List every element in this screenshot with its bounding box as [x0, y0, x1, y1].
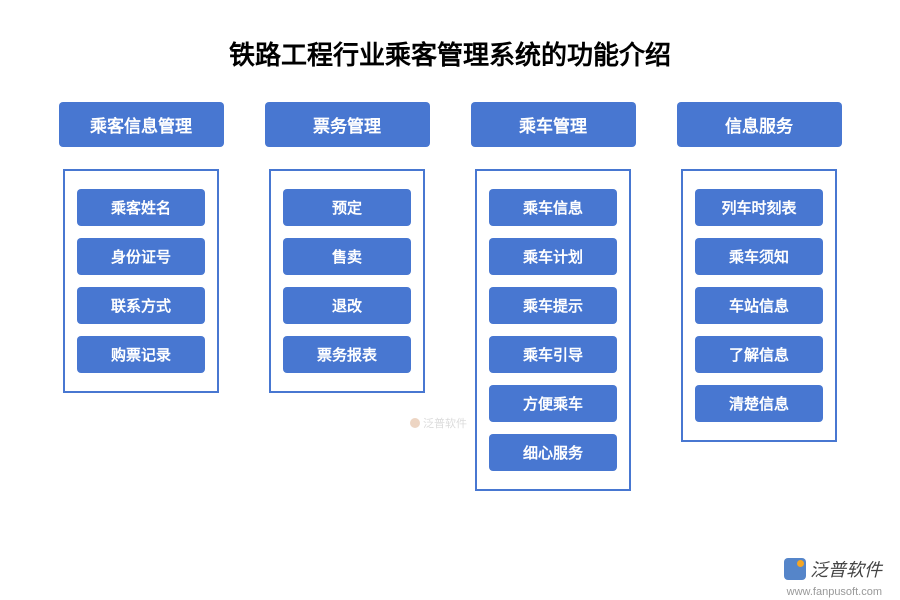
feature-item: 乘车计划	[489, 238, 617, 275]
column-header: 信息服务	[677, 102, 842, 147]
feature-item: 联系方式	[77, 287, 205, 324]
column-header: 乘客信息管理	[59, 102, 224, 147]
feature-item: 车站信息	[695, 287, 823, 324]
feature-item: 细心服务	[489, 434, 617, 471]
feature-item: 方便乘车	[489, 385, 617, 422]
watermark-center: 泛普软件	[410, 415, 467, 431]
feature-item: 身份证号	[77, 238, 205, 275]
item-container: 乘车信息 乘车计划 乘车提示 乘车引导 方便乘车 细心服务	[475, 169, 631, 491]
item-container: 列车时刻表 乘车须知 车站信息 了解信息 清楚信息	[681, 169, 837, 442]
watermark-logo: 泛普软件	[784, 556, 882, 582]
feature-item: 清楚信息	[695, 385, 823, 422]
watermark-dot-icon	[410, 418, 420, 428]
feature-item: 了解信息	[695, 336, 823, 373]
feature-item: 乘车引导	[489, 336, 617, 373]
column-ticketing: 票务管理 预定 售卖 退改 票务报表	[257, 102, 437, 491]
column-header: 乘车管理	[471, 102, 636, 147]
column-passenger-info: 乘客信息管理 乘客姓名 身份证号 联系方式 购票记录	[51, 102, 231, 491]
feature-item: 退改	[283, 287, 411, 324]
item-container: 预定 售卖 退改 票务报表	[269, 169, 425, 393]
page-title: 铁路工程行业乘客管理系统的功能介绍	[0, 0, 900, 102]
feature-item: 票务报表	[283, 336, 411, 373]
brand-name: 泛普软件	[810, 556, 882, 582]
feature-item: 乘车提示	[489, 287, 617, 324]
feature-item: 购票记录	[77, 336, 205, 373]
column-header: 票务管理	[265, 102, 430, 147]
columns-container: 乘客信息管理 乘客姓名 身份证号 联系方式 购票记录 票务管理 预定 售卖 退改…	[0, 102, 900, 491]
item-container: 乘客姓名 身份证号 联系方式 购票记录	[63, 169, 219, 393]
feature-item: 预定	[283, 189, 411, 226]
feature-item: 乘车信息	[489, 189, 617, 226]
column-info-service: 信息服务 列车时刻表 乘车须知 车站信息 了解信息 清楚信息	[669, 102, 849, 491]
feature-item: 售卖	[283, 238, 411, 275]
brand-url: www.fanpusoft.com	[787, 586, 882, 598]
brand-logo-icon	[784, 558, 806, 580]
watermark-center-text: 泛普软件	[423, 415, 467, 431]
feature-item: 乘客姓名	[77, 189, 205, 226]
column-boarding: 乘车管理 乘车信息 乘车计划 乘车提示 乘车引导 方便乘车 细心服务	[463, 102, 643, 491]
feature-item: 乘车须知	[695, 238, 823, 275]
feature-item: 列车时刻表	[695, 189, 823, 226]
